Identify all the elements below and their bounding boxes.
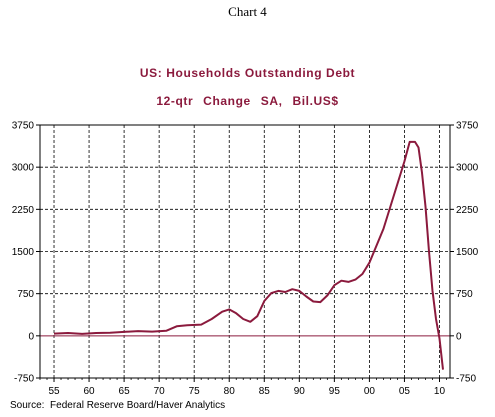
y-tick-label-right: 750 [456, 289, 473, 300]
x-tick-label: 65 [119, 386, 131, 397]
y-tick-label-right: 3000 [456, 163, 479, 174]
x-tick-label: 75 [189, 386, 201, 397]
x-tick-label: 90 [294, 386, 306, 397]
y-tick-label-right: 1500 [456, 247, 479, 258]
y-tick-label-left: 1500 [12, 247, 35, 258]
x-tick-label: 95 [329, 386, 341, 397]
y-tick-label-right: -750 [456, 374, 476, 385]
x-tick-label: 60 [83, 386, 95, 397]
y-tick-label-left: 0 [28, 331, 34, 342]
y-tick-label-left: 3750 [12, 121, 35, 132]
x-tick-label: 70 [154, 386, 166, 397]
y-tick-label-left: 3000 [12, 163, 35, 174]
y-tick-label-right: 3750 [456, 121, 479, 132]
source-note: Source: Federal Reserve Board/Haver Anal… [10, 400, 226, 411]
y-tick-label-left: 2250 [12, 205, 35, 216]
x-tick-label: 10 [434, 386, 446, 397]
chart-title: US: Households Outstanding Debt [139, 66, 356, 80]
chart-subtitle-measure: 12-qtr Change [156, 94, 251, 108]
x-tick-label: 05 [399, 386, 411, 397]
y-tick-label-left: -750 [14, 374, 34, 385]
series-line [53, 140, 444, 370]
y-tick-label-right: 2250 [456, 205, 479, 216]
x-tick-label: 80 [224, 386, 236, 397]
chart-subtitle-units: SA, Bil.US$ [260, 94, 339, 108]
x-tick-label: 55 [48, 386, 60, 397]
y-tick-label-left: 750 [17, 289, 34, 300]
x-tick-label: 00 [364, 386, 376, 397]
page-label: Chart 4 [228, 4, 267, 19]
y-tick-label-right: 0 [456, 331, 462, 342]
x-tick-label: 85 [259, 386, 271, 397]
chart-subtitle: 12-qtr Change SA, Bil.US$ [0, 94, 495, 108]
